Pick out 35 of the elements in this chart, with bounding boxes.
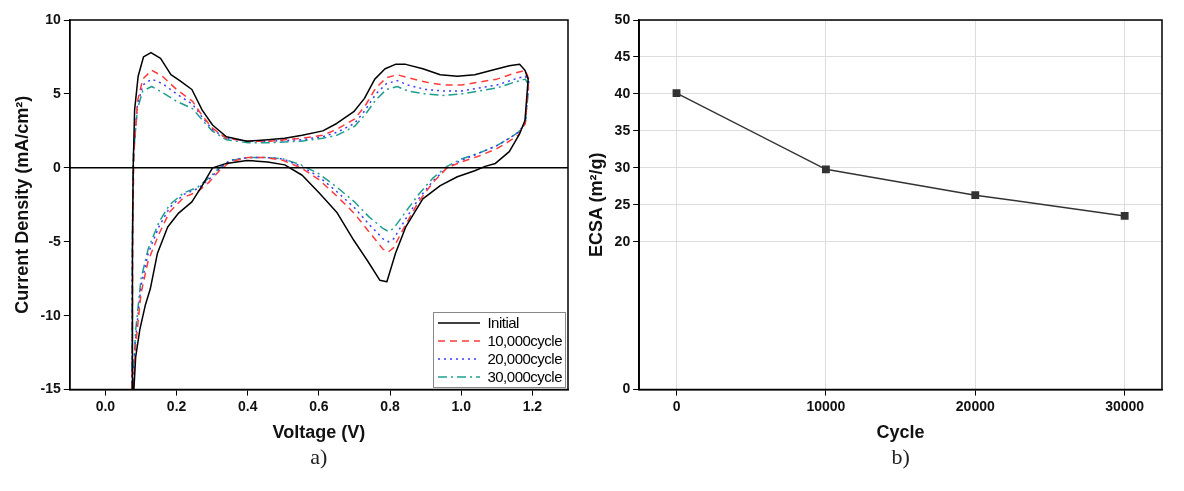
y-tick-label: 20 (614, 232, 631, 249)
y-tick-label: 0 (622, 380, 631, 397)
y-tick-label: 0 (53, 158, 62, 175)
legend-label: Initial (487, 313, 519, 332)
x-tick-label: 30000 (1105, 397, 1145, 414)
text: b) (890, 444, 911, 470)
y-tick-label: -15 (40, 380, 62, 397)
y-tick-label: 40 (614, 84, 631, 101)
x-tick-label: 10000 (806, 397, 846, 414)
x-tick-label: 0.4 (238, 397, 258, 414)
legend-label: 30,000cycle (487, 367, 562, 386)
x-tick-label: 0.6 (309, 397, 329, 414)
y-tick-label: 45 (614, 47, 631, 64)
y-tick-label: 30 (614, 158, 631, 175)
x-tick-label: 0.0 (95, 397, 116, 414)
y-tick-label: 10 (45, 10, 62, 27)
y-tick-label: -5 (48, 232, 62, 249)
legend-label: 20,000cycle (487, 349, 562, 368)
x-tick-label: 0 (672, 397, 681, 414)
x-axis-title: Cycle (876, 422, 925, 443)
x-tick-label: 20000 (955, 397, 995, 414)
y-axis-title: ECSA (m²/g) (585, 152, 606, 257)
x-tick-label: 0.8 (380, 397, 401, 414)
text: a) (309, 444, 329, 470)
legend-label: 10,000cycle (487, 331, 562, 350)
y-axis-title: Current Density (mA/cm²) (11, 95, 32, 314)
y-tick-label: 5 (53, 84, 62, 101)
y-tick-label: 35 (614, 121, 631, 138)
y-tick-label: 50 (614, 10, 631, 27)
y-tick-label: -10 (40, 306, 62, 323)
x-tick-label: 1.2 (522, 397, 543, 414)
x-axis-title: Voltage (V) (272, 422, 366, 443)
y-tick-label: 25 (614, 195, 631, 212)
x-tick-label: 0.2 (166, 397, 187, 414)
x-tick-label: 1.0 (451, 397, 472, 414)
